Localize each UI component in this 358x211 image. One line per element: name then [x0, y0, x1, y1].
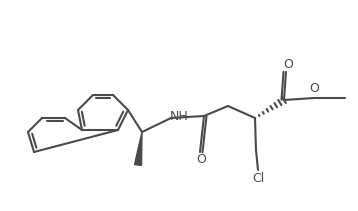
Text: O: O — [309, 82, 319, 95]
Text: NH: NH — [170, 110, 189, 123]
Text: Cl: Cl — [252, 172, 264, 185]
Text: O: O — [283, 58, 293, 71]
Polygon shape — [135, 132, 142, 165]
Text: O: O — [196, 153, 206, 166]
